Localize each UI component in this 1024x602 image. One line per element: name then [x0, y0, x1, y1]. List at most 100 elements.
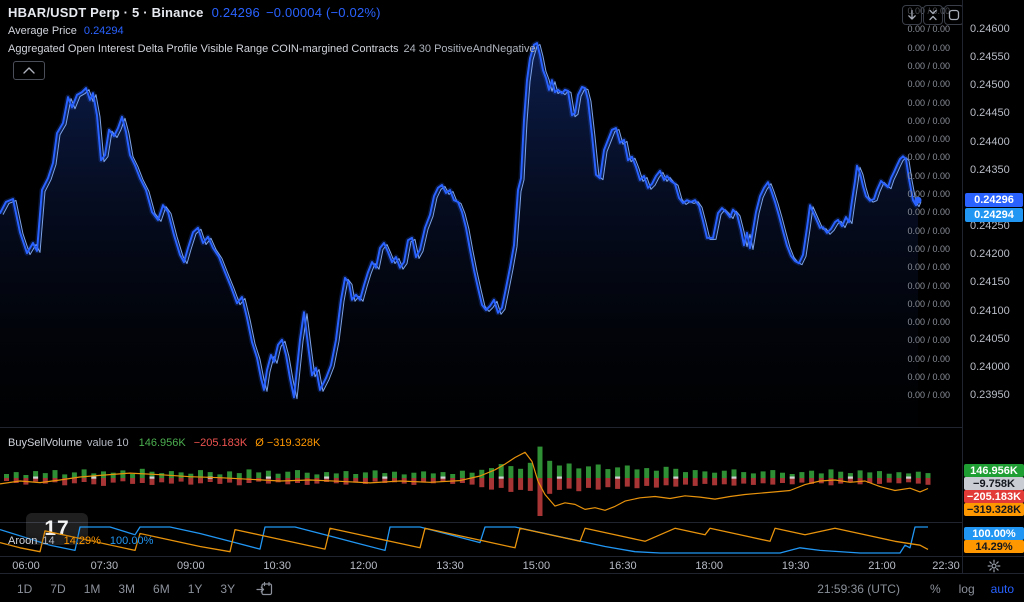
aroon-down-line [0, 527, 929, 553]
indicator-params: value 10 [87, 437, 129, 449]
gear-icon [987, 559, 1001, 572]
legend-collapse-button[interactable] [13, 61, 45, 80]
time-tick: 21:00 [868, 560, 896, 572]
range-button-3y[interactable]: 3Y [213, 579, 242, 599]
symbol-legend[interactable]: HBAR/USDT Perp · 5 · Binance 0.24296 −0.00… [8, 5, 381, 20]
volume-delta-line [0, 451, 929, 511]
collapse-chevrons-icon [929, 9, 937, 21]
oi-profile-row: 0.00 / 0.00 [907, 79, 950, 90]
oi-profile-row: 0.00 / 0.00 [907, 280, 950, 291]
price-tick: 0.24100 [970, 305, 1010, 317]
buysellvolume-chart[interactable] [0, 428, 962, 522]
price-tick: 0.23950 [970, 389, 1010, 401]
range-button-1d[interactable]: 1D [10, 579, 39, 599]
average-price-badge: 0.24294 [965, 208, 1023, 222]
time-tick: 22:30 [932, 560, 960, 572]
indicator-name[interactable]: Average Price [8, 25, 77, 37]
last-price-marker [914, 196, 922, 204]
price-tick: 0.24500 [970, 79, 1010, 91]
last-price-value: 0.24296 [211, 5, 260, 20]
price-tick: 0.24050 [970, 333, 1010, 345]
oi-profile-row: 0.00 / 0.00 [907, 42, 950, 53]
aroon-legend[interactable]: Aroon 14 14.29% 100.00% [8, 535, 153, 547]
oi-profile-row: 0.00 / 0.00 [907, 390, 950, 401]
time-axis[interactable]: 06:00 07:30 09:00 10:30 12:00 13:30 15:00 16:30… [0, 556, 962, 574]
aroon-chart[interactable] [0, 523, 962, 556]
auto-scale-button[interactable]: auto [990, 581, 1014, 596]
avg-delta-badge: −319.328K [964, 503, 1024, 516]
oi-profile-row: 0.00 / 0.00 [907, 115, 950, 126]
oi-profile-row: 0.00 / 0.00 [907, 335, 950, 346]
price-axis[interactable]: 0.24600 0.24550 0.24500 0.24450 0.24400 0.243… [962, 0, 1024, 573]
log-scale-button[interactable]: log [958, 581, 975, 596]
pane-divider-main-volume[interactable] [0, 427, 1024, 428]
sell-volume-badge: −205.183K [964, 490, 1024, 503]
average-price-line [2, 44, 922, 400]
chevron-up-icon [23, 67, 35, 74]
go-to-date-button[interactable] [256, 581, 273, 597]
arrow-down-icon [908, 9, 916, 20]
date-range-buttons: 1D 7D 1M 3M 6M 1Y 3Y [10, 579, 242, 599]
main-price-chart[interactable] [0, 0, 962, 427]
volume-bars [4, 446, 931, 516]
axis-settings-corner[interactable] [962, 556, 1024, 574]
oi-profile-row: 0.00 / 0.00 [907, 298, 950, 309]
price-tick: 0.24600 [970, 23, 1010, 35]
aroon-down-value: 14.29% [63, 535, 101, 547]
average-price-value: 0.24294 [83, 25, 124, 37]
buy-volume-badge: 146.956K [964, 464, 1024, 477]
maximize-icon [948, 9, 960, 21]
oi-profile-row: 0.00 / 0.00 [907, 189, 950, 199]
range-button-6m[interactable]: 6M [146, 579, 177, 599]
symbol-title[interactable]: HBAR/USDT Perp · 5 · Binance [8, 5, 204, 20]
average-price-legend[interactable]: Average Price 0.24294 [8, 25, 124, 37]
time-tick: 06:00 [12, 560, 40, 572]
oi-profile-row: 0.00 / 0.00 [907, 262, 950, 273]
time-tick: 19:30 [781, 560, 810, 572]
oi-profile-row: 0.00 / 0.00 [907, 152, 950, 163]
percent-scale-button[interactable]: % [929, 581, 941, 596]
aroon-up-line [0, 526, 928, 554]
price-tick: 0.24450 [970, 107, 1010, 119]
last-price-badge: 0.24296 [965, 193, 1023, 207]
avg-delta-value: Ø −319.328K [255, 437, 321, 449]
net-volume-badge: −9.758K [964, 477, 1024, 490]
oi-profile-row: 0.00 / 0.00 [907, 225, 950, 236]
oi-indicator-legend[interactable]: Aggregated Open Interest Delta Profile V… [8, 43, 536, 55]
toolbar-right-group: 21:59:36 (UTC) % log auto [817, 582, 1014, 596]
range-button-1m[interactable]: 1M [77, 579, 108, 599]
indicator-params: 14 [42, 535, 55, 547]
time-tick: 12:00 [349, 560, 378, 572]
price-tick: 0.24150 [970, 276, 1010, 288]
buy-volume-value: 146.956K [138, 437, 186, 449]
price-tick: 0.24400 [970, 136, 1010, 148]
indicator-name[interactable]: Aggregated Open Interest Delta Profile V… [8, 43, 399, 55]
oi-profile-row: 0.00 / 0.00 [907, 353, 950, 364]
price-tick: 0.24350 [970, 164, 1010, 176]
oi-profile-row: 0.00 / 0.00 [907, 207, 950, 218]
oi-profile-row: 0.00 / 0.00 [907, 134, 950, 145]
clock-utc[interactable]: 21:59:36 (UTC) [817, 581, 900, 596]
volume-legend[interactable]: BuySellVolume value 10 146.956K −205.183K Ø … [8, 437, 320, 449]
oi-profile-row: 0.00 / 0.00 [907, 6, 950, 16]
oi-profile-row: 0.00 / 0.00 [907, 60, 950, 71]
price-tick: 0.24250 [970, 220, 1010, 232]
collapse-pane-button[interactable] [923, 5, 943, 25]
range-button-7d[interactable]: 7D [43, 579, 72, 599]
pane-divider-volume-aroon[interactable] [0, 522, 1024, 523]
price-tick: 0.24200 [970, 248, 1010, 260]
oi-profile-row: 0.00 / 0.00 [907, 170, 950, 181]
indicator-name[interactable]: Aroon [8, 535, 38, 547]
price-line [0, 42, 919, 399]
oi-profile-row: 0.00 / 0.00 [907, 372, 950, 382]
range-button-1y[interactable]: 1Y [181, 579, 210, 599]
sell-volume-value: −205.183K [193, 437, 248, 449]
range-button-3m[interactable]: 3M [111, 579, 142, 599]
indicator-name[interactable]: BuySellVolume [8, 437, 82, 449]
scroll-to-recent-bar-button[interactable] [902, 5, 922, 25]
price-area-fill [0, 43, 918, 427]
time-tick: 07:30 [90, 560, 119, 572]
maximize-pane-button[interactable] [944, 5, 964, 25]
price-tick: 0.24000 [970, 361, 1010, 373]
time-tick: 18:00 [695, 560, 723, 572]
